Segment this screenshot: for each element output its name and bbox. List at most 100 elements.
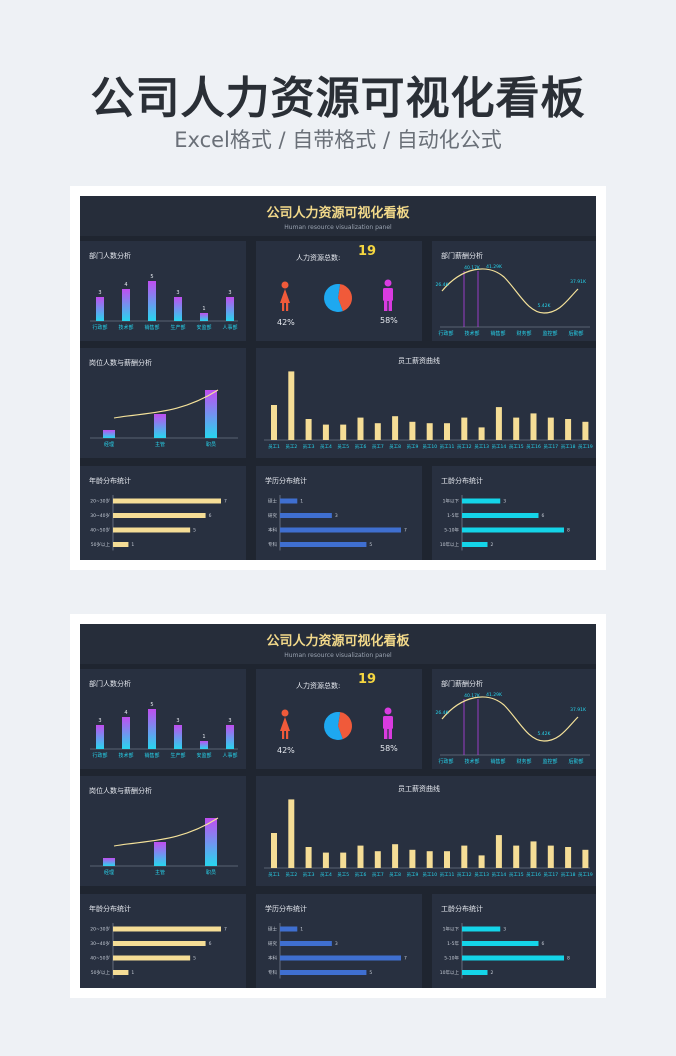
tick-label: 员工12 bbox=[457, 872, 472, 878]
panel-total: 人力资源总数: 19 42% 58% bbox=[256, 669, 422, 769]
tick-label: 行政部 bbox=[438, 758, 453, 765]
tick-label: 研究 bbox=[268, 512, 277, 519]
trend-curve bbox=[113, 817, 219, 847]
data-label: 1 bbox=[131, 970, 134, 976]
tick-label: 员工1 bbox=[268, 444, 280, 450]
tick-label: 硕士 bbox=[268, 498, 277, 505]
tick-label: 研究 bbox=[268, 940, 277, 947]
bar bbox=[103, 430, 115, 438]
bar bbox=[547, 417, 554, 440]
tick-label: 员工8 bbox=[389, 872, 401, 878]
data-label: 3 bbox=[176, 290, 179, 296]
age-chart: 20~30岁 7 30~40岁 6 40~50岁 5 50岁以上 1 bbox=[90, 923, 227, 979]
salary-curve-chart: 员工1 员工2 员工3 员工4 员工5 员工6 员工7 员工8 员工9 员工10 员工11 员工12 员… bbox=[264, 371, 593, 450]
bar bbox=[113, 513, 206, 518]
tick-label: 职员 bbox=[206, 442, 216, 448]
data-label: 3 bbox=[335, 941, 338, 947]
tick-label: 20~30岁 bbox=[90, 926, 110, 933]
tick-label: 员工13 bbox=[474, 444, 489, 450]
data-label: 1 bbox=[131, 542, 134, 548]
tick-label: 员工2 bbox=[285, 444, 297, 450]
bar bbox=[462, 542, 488, 547]
bar bbox=[462, 926, 501, 932]
bar bbox=[280, 513, 332, 518]
tick-label: 1-5年 bbox=[447, 940, 459, 947]
tick-label: 30~40岁 bbox=[90, 512, 110, 519]
tick-label: 行政部 bbox=[92, 324, 107, 331]
bar bbox=[565, 419, 572, 440]
education-chart: 硕士 1 研究 3 本科 7 专科 5 bbox=[268, 923, 407, 979]
data-label: 41.29K bbox=[486, 264, 503, 270]
panel-education: 学历分布统计 硕士 1 研究 3 本科 7 专科 5 bbox=[256, 466, 422, 560]
data-label: 6 bbox=[542, 941, 545, 947]
tick-label: 硕士 bbox=[268, 926, 277, 933]
bar bbox=[288, 799, 295, 868]
panel-title: 员工薪资曲线 bbox=[398, 785, 440, 793]
tick-label: 员工10 bbox=[422, 444, 437, 450]
panel-position: 岗位人数与薪酬分析 经理 主管 职员 bbox=[80, 776, 246, 886]
dashboard-preview-2: 公司人力资源可视化看板 Human resource visualization… bbox=[70, 614, 606, 998]
tick-label: 员工5 bbox=[337, 872, 349, 878]
bar bbox=[280, 970, 367, 975]
data-label: 2 bbox=[491, 542, 494, 548]
bar bbox=[462, 941, 539, 946]
data-label: 41.29K bbox=[486, 692, 503, 698]
data-label: 40.17K bbox=[464, 265, 481, 271]
pie-slice-female bbox=[338, 284, 352, 312]
gender-chart bbox=[280, 279, 393, 312]
tick-label: 20~30岁 bbox=[90, 498, 110, 505]
data-label: 5 bbox=[150, 274, 153, 280]
tick-label: 员工15 bbox=[509, 872, 524, 878]
tick-label: 员工5 bbox=[337, 444, 349, 450]
tick-label: 员工9 bbox=[406, 444, 418, 450]
tick-label: 1-5年 bbox=[447, 512, 459, 519]
data-label: 7 bbox=[224, 499, 227, 505]
tick-label: 员工13 bbox=[474, 872, 489, 878]
tick-label: 本科 bbox=[268, 955, 277, 962]
salary-curve bbox=[441, 268, 579, 314]
data-label: 37.91K bbox=[570, 707, 587, 713]
tick-label: 员工16 bbox=[526, 872, 541, 878]
bar bbox=[113, 498, 221, 504]
bar bbox=[495, 407, 502, 440]
tick-label: 财务部 bbox=[516, 758, 531, 765]
bar bbox=[205, 390, 217, 438]
bar bbox=[113, 926, 221, 932]
female-percent: 42% bbox=[277, 318, 295, 327]
data-label: 7 bbox=[404, 956, 407, 962]
tick-label: 安监部 bbox=[196, 752, 211, 759]
bar bbox=[340, 852, 347, 868]
tick-label: 员工18 bbox=[561, 444, 576, 450]
bar bbox=[113, 970, 129, 975]
bar bbox=[280, 527, 401, 533]
panel-total: 人力资源总数: 19 42% 58% bbox=[256, 241, 422, 341]
tick-label: 经理 bbox=[104, 441, 114, 448]
tick-label: 员工15 bbox=[509, 444, 524, 450]
tick-label: 10年以上 bbox=[440, 969, 460, 976]
tick-label: 监控部 bbox=[542, 330, 557, 337]
bar bbox=[392, 844, 399, 868]
data-label: 3 bbox=[335, 513, 338, 519]
bar bbox=[444, 851, 450, 868]
panel-title: 学历分布统计 bbox=[265, 477, 307, 485]
bar bbox=[462, 527, 564, 533]
total-value: 19 bbox=[358, 244, 377, 259]
tick-label: 生产部 bbox=[170, 324, 185, 331]
bar bbox=[96, 297, 104, 321]
panel-title: 学历分布统计 bbox=[265, 905, 307, 913]
bar bbox=[357, 417, 364, 440]
data-label: 3 bbox=[503, 927, 506, 933]
bar bbox=[122, 289, 130, 321]
bar bbox=[280, 542, 367, 547]
data-label: 7 bbox=[224, 927, 227, 933]
seniority-chart: 1年以下 3 1-5年 6 5-10年 8 10年以上 2 bbox=[440, 923, 570, 979]
gender-chart bbox=[280, 707, 393, 740]
panel-title: 工龄分布统计 bbox=[441, 477, 483, 485]
data-label: 5 bbox=[193, 528, 196, 534]
panel-dept-headcount: 部门人数分析 3 行政部 4 技术部 5 销售部 3 生产部 1 安监部 3 人事部 bbox=[80, 669, 246, 769]
position-chart: 经理 主管 职员 bbox=[90, 817, 238, 876]
panel-title: 年龄分布统计 bbox=[89, 905, 131, 913]
tick-label: 销售部 bbox=[144, 752, 159, 759]
tick-label: 5-10年 bbox=[444, 527, 459, 534]
panel-salary-curve: 员工薪资曲线 员工1 员工2 员工3 员工4 员工5 员工6 员工7 员工8 员工9 员工10 员工… bbox=[256, 348, 596, 458]
